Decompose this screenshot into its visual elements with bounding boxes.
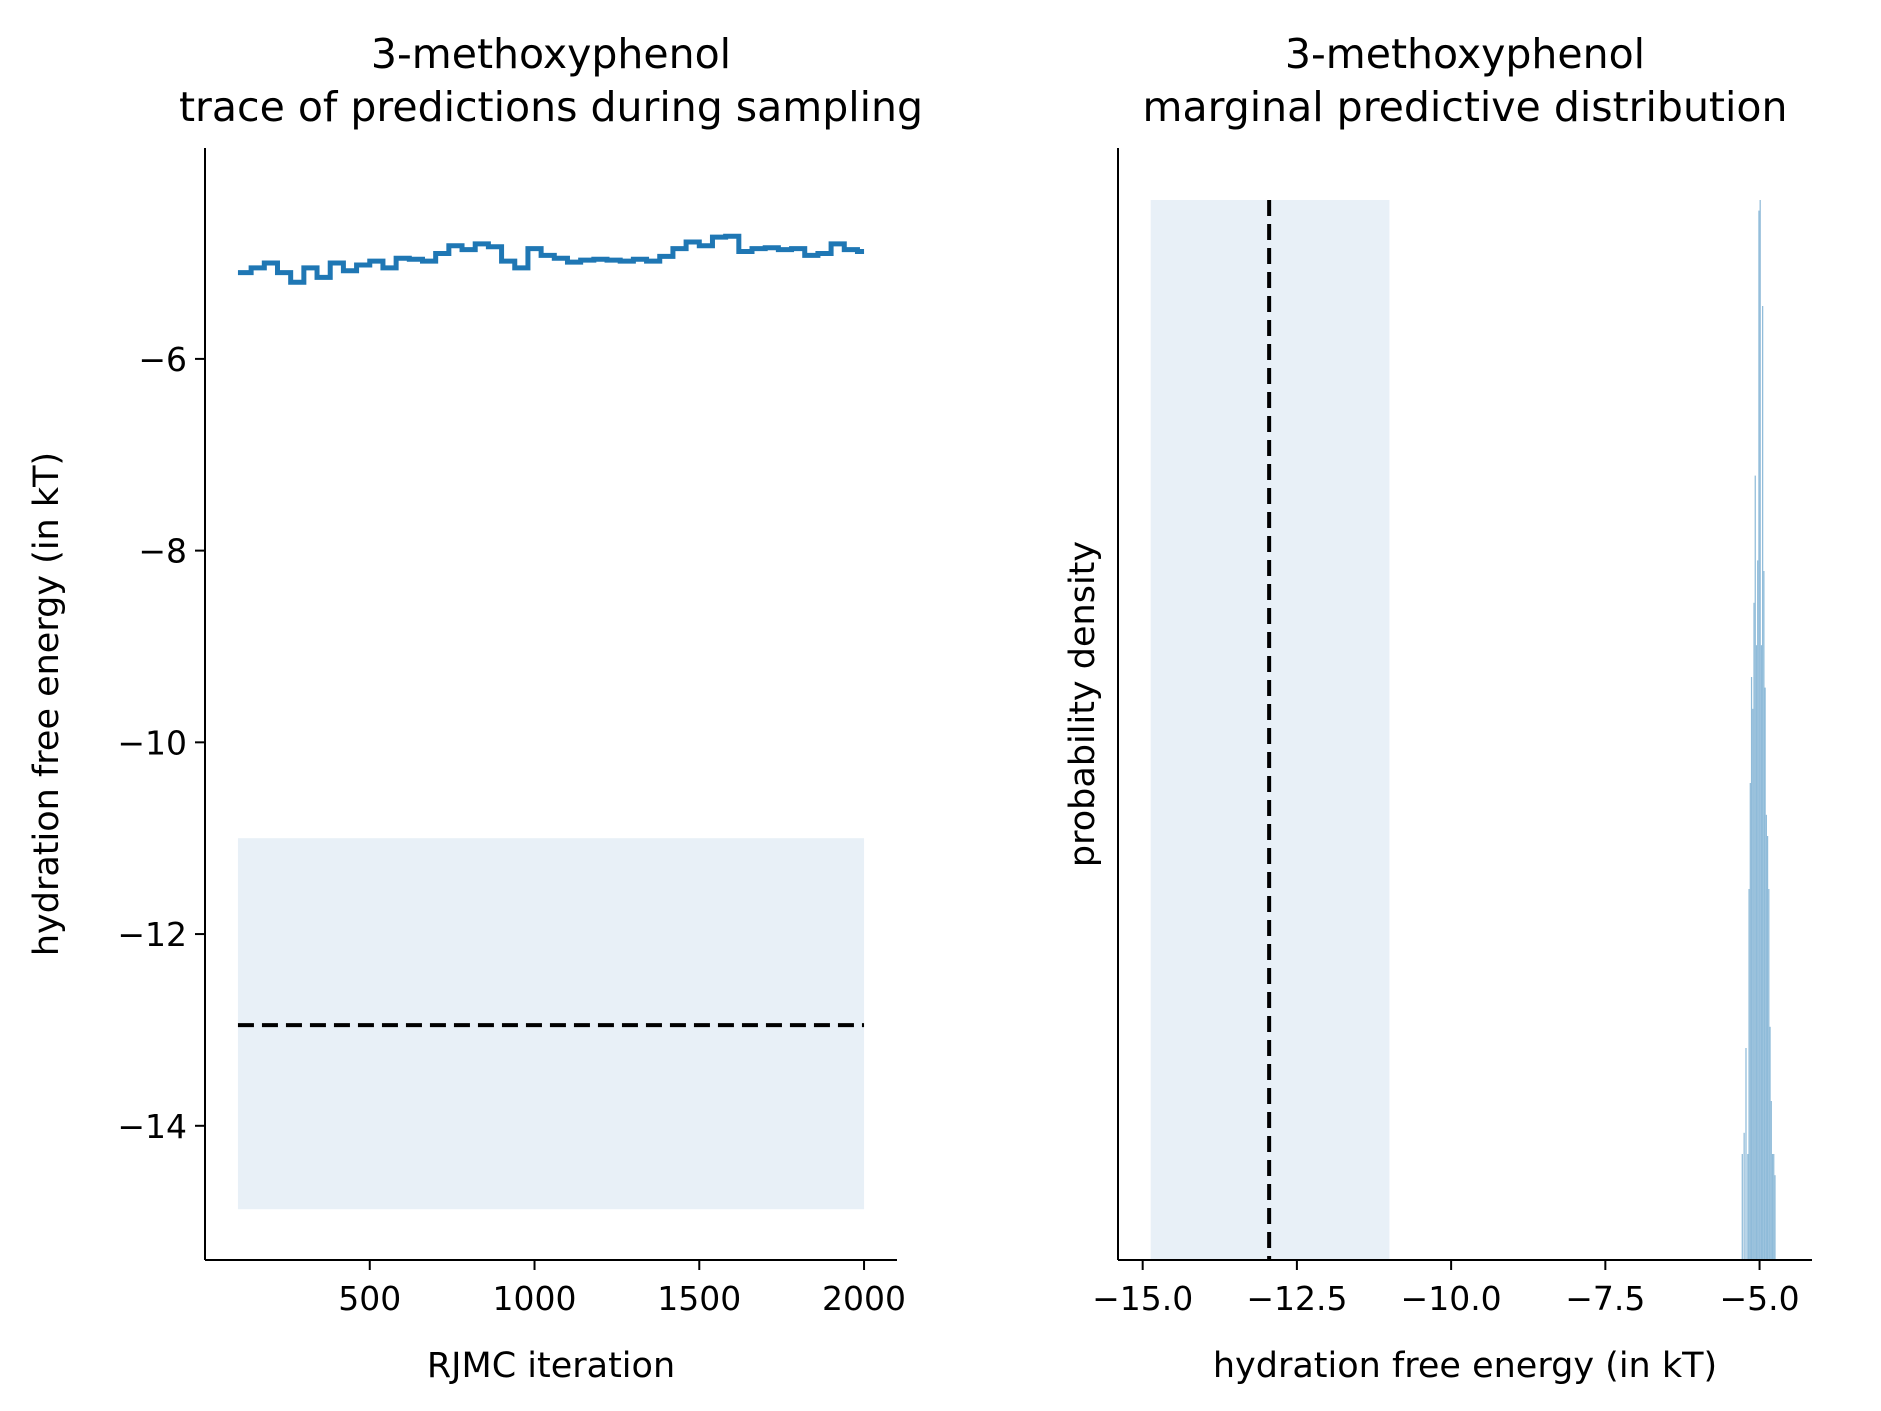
trace-y-tick-label: −6 — [138, 340, 187, 379]
distribution-x-axis-label: hydration free energy (in kT) — [1213, 1346, 1717, 1386]
histogram-bar — [1741, 1154, 1743, 1260]
trace-x-tick-label: 500 — [338, 1279, 401, 1318]
histogram-bar — [1755, 645, 1758, 1260]
trace-panel: 500 1000 1500 2000 −6 −8 −10 −12 −14 3-methoxyphe… — [27, 30, 923, 1386]
histogram-bar — [1745, 1048, 1747, 1260]
histogram-bar — [1771, 1154, 1774, 1260]
histogram-bar — [1774, 1175, 1776, 1260]
histogram-bar — [1747, 1154, 1749, 1260]
histogram-bar — [1759, 200, 1761, 1260]
histogram-bar — [1773, 1154, 1775, 1260]
histogram-bar — [1757, 560, 1759, 1260]
histogram-bar — [1748, 889, 1750, 1260]
histogram-bar — [1762, 306, 1764, 1260]
trace-y-tick-label: −8 — [138, 532, 187, 571]
distribution-y-axis-label: probability density — [1063, 541, 1103, 867]
histogram-bar — [1760, 645, 1763, 1260]
trace-panel-title: 3-methoxyphenol trace of predictions duri… — [179, 30, 923, 131]
distribution-x-tick-label: −12.5 — [1246, 1279, 1347, 1318]
distribution-x-tick-label: −5.0 — [1719, 1279, 1799, 1318]
histogram-bar — [1768, 889, 1770, 1260]
histogram-bar — [1750, 677, 1753, 1260]
histogram-bar — [1764, 687, 1766, 1260]
distribution-panel-title: 3-methoxyphenol marginal predictive distr… — [1143, 30, 1788, 131]
trace-y-axis-label: hydration free energy (in kT) — [27, 452, 67, 956]
trace-series-line — [237, 233, 865, 285]
trace-x-tick-label: 2000 — [822, 1279, 906, 1318]
trace-y-tick-label: −12 — [117, 915, 187, 954]
distribution-panel: −15.0 −12.5 −10.0 −7.5 −5.0 3-methoxyphenol ma… — [1063, 30, 1812, 1386]
distribution-x-tick-label: −7.5 — [1565, 1279, 1645, 1318]
histogram-bar — [1754, 475, 1756, 1261]
histogram-bar — [1769, 1026, 1771, 1260]
histogram-bar — [1749, 783, 1751, 1260]
histogram-bar — [1758, 210, 1760, 1261]
trace-x-tick-label: 1500 — [657, 1279, 741, 1318]
distribution-x-tick-label: −10.0 — [1401, 1279, 1502, 1318]
trace-y-tick-label: −10 — [117, 723, 187, 762]
histogram-bar — [1753, 602, 1755, 1260]
histogram-bar — [1752, 708, 1754, 1260]
trace-x-tick-label: 1000 — [493, 1279, 577, 1318]
histogram-bar — [1763, 571, 1765, 1260]
histogram-bar — [1766, 836, 1769, 1260]
histogram-bar — [1770, 1101, 1772, 1260]
distribution-x-tick-label: −15.0 — [1092, 1279, 1193, 1318]
trace-x-axis-label: RJMC iteration — [427, 1346, 675, 1386]
histogram-bar — [1743, 1132, 1745, 1260]
histogram-bar — [1765, 814, 1767, 1260]
trace-y-tick-label: −14 — [117, 1107, 187, 1146]
